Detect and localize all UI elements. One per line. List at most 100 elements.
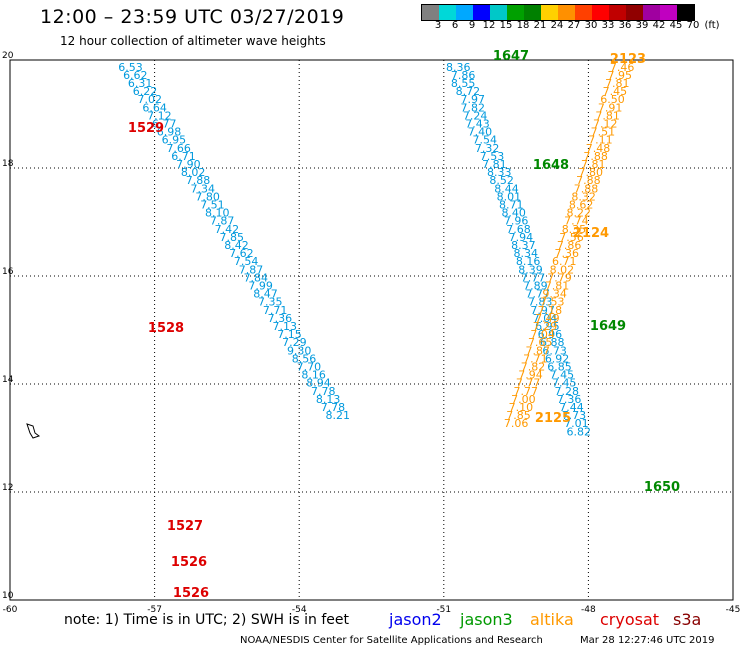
- wave-height-label: 7.85: [506, 409, 531, 422]
- chart-title: 12:00 – 23:59 UTC 03/27/2019: [40, 6, 345, 28]
- colorbar-label: 42: [652, 20, 666, 31]
- wave-height-label: 7.45: [603, 85, 628, 98]
- wave-height-label: 7.97: [460, 93, 485, 106]
- wave-height-label: 7.91: [598, 101, 623, 114]
- wave-height-label: 6.31: [128, 77, 153, 90]
- wave-height-label: 8.32: [571, 190, 596, 203]
- wave-height-label: 7.88: [583, 150, 608, 163]
- wave-height-label: 7.71: [263, 304, 288, 317]
- wave-height-label: 8.42: [224, 239, 249, 252]
- y-tick-label: 10: [2, 591, 14, 601]
- colorbar-label: 27: [567, 20, 581, 31]
- x-tick-label: -45: [726, 605, 740, 615]
- wave-height-label: 7.40: [468, 126, 493, 139]
- wave-height-label: 8.16: [516, 255, 541, 268]
- wave-height-label: 8.36: [446, 61, 471, 74]
- orbit-number-label: 2124: [573, 226, 609, 241]
- wave-height-label: 8.62: [569, 199, 594, 212]
- y-tick-label: 14: [2, 375, 14, 385]
- wave-height-label: 6.88: [540, 336, 565, 349]
- plot-frame: [9, 59, 734, 601]
- wave-height-label: 7.81: [595, 109, 620, 122]
- wave-height-label: 7.73: [562, 409, 587, 422]
- chart-subtitle: 12 hour collection of altimeter wave hei…: [60, 34, 326, 48]
- wave-height-label: 7.84: [244, 271, 269, 284]
- colorbar-label: 36: [618, 20, 632, 31]
- wave-height-label: 8.56: [292, 352, 317, 365]
- wave-height-label: 7.10: [509, 401, 534, 414]
- orbit-number-label: 1647: [493, 49, 529, 64]
- wave-height-label: 7.56: [559, 231, 584, 244]
- wave-height-label: 7.29: [282, 336, 307, 349]
- wave-height-label: 8.33: [487, 166, 512, 179]
- colorbar-label: 18: [516, 20, 530, 31]
- wave-height-label: 7.83: [528, 296, 553, 309]
- wave-height-label: 7.01: [564, 417, 589, 430]
- colorbar-label: 3: [434, 20, 442, 31]
- wave-height-label: 7.35: [258, 296, 283, 309]
- wave-height-label: 7.86: [451, 69, 476, 82]
- wave-height-label: 7.51: [200, 199, 225, 212]
- wave-height-label: 7.04: [533, 312, 558, 325]
- wave-height-label: 7.49: [535, 312, 560, 325]
- wave-height-label: 7.86: [557, 239, 582, 252]
- wave-height-label: 8.21: [326, 409, 351, 422]
- colorbar-cell: [643, 5, 660, 20]
- orbit-number-label: 1527: [167, 519, 203, 534]
- orbit-number-label: 1529: [128, 121, 164, 136]
- y-tick-label: 20: [2, 51, 14, 61]
- wave-height-label: 7.36: [268, 312, 293, 325]
- wave-height-label: 8.13: [316, 393, 341, 406]
- y-tick-label: 16: [2, 267, 14, 277]
- wave-height-label: 7.66: [166, 142, 191, 155]
- wave-height-label: 7.77: [516, 377, 541, 390]
- wave-height-label: 6.82: [567, 425, 592, 438]
- wave-height-label: 7.77: [513, 385, 538, 398]
- wave-height-label: 8.52: [489, 174, 514, 187]
- wave-height-label: 7.65: [528, 336, 553, 349]
- wave-height-label: 7.02: [138, 93, 163, 106]
- wave-height-label: 6.50: [600, 93, 625, 106]
- wave-height-label: 8.39: [518, 263, 543, 276]
- wave-height-label: 7.45: [552, 377, 577, 390]
- wave-height-label: 7.32: [475, 142, 500, 155]
- footnote: note: 1) Time is in UTC; 2) SWH is in fe…: [64, 612, 350, 628]
- wave-height-label: 7.45: [550, 369, 575, 382]
- colorbar-label: 24: [550, 20, 564, 31]
- wave-height-label: 8.94: [306, 377, 331, 390]
- generated-timestamp: Mar 28 12:27:46 UTC 2019: [580, 635, 715, 646]
- orbit-number-label: 2125: [535, 411, 571, 426]
- wave-height-label: 8.01: [497, 190, 522, 203]
- orbit-number-label: 1650: [644, 480, 680, 495]
- colorbar-label: 70: [686, 20, 700, 31]
- orbit-number-label: 1648: [533, 158, 569, 173]
- orbit-number-label: 2123: [610, 52, 646, 67]
- wave-height-label: 7.78: [321, 401, 346, 414]
- wave-height-label: 7.96: [504, 215, 529, 228]
- wave-height-label: 8.47: [253, 288, 278, 301]
- wave-height-label: 8.02: [550, 263, 575, 276]
- wave-height-label: 7.62: [229, 247, 254, 260]
- wave-height-label: 8.02: [181, 166, 206, 179]
- wave-height-label: 6.77: [152, 118, 177, 131]
- wave-height-label: 6.71: [552, 255, 577, 268]
- wave-height-label: 7.88: [186, 174, 211, 187]
- wave-height-label: 7.80: [579, 166, 604, 179]
- colorbar-cell: [575, 5, 592, 20]
- island-outline: [26, 423, 41, 439]
- wave-height-label: 8.34: [513, 247, 538, 260]
- colorbar-cell: [558, 5, 575, 20]
- wave-height-label: 7.43: [465, 118, 490, 131]
- orbit-number-label: 1526: [173, 586, 209, 601]
- wave-height-label: 7.15: [277, 328, 302, 341]
- wave-height-label: 7.53: [480, 150, 505, 163]
- x-tick-label: -60: [3, 605, 18, 615]
- legend-jason3: jason3: [460, 610, 513, 629]
- colorbar-label: 21: [533, 20, 547, 31]
- wave-height-label: 7.81: [482, 158, 507, 171]
- orbit-number-label: 1528: [148, 321, 184, 336]
- colorbar-label: 9: [468, 20, 476, 31]
- colorbar-cell: [541, 5, 558, 20]
- orbit-number-label: 1526: [171, 555, 207, 570]
- x-tick-label: -57: [147, 605, 162, 615]
